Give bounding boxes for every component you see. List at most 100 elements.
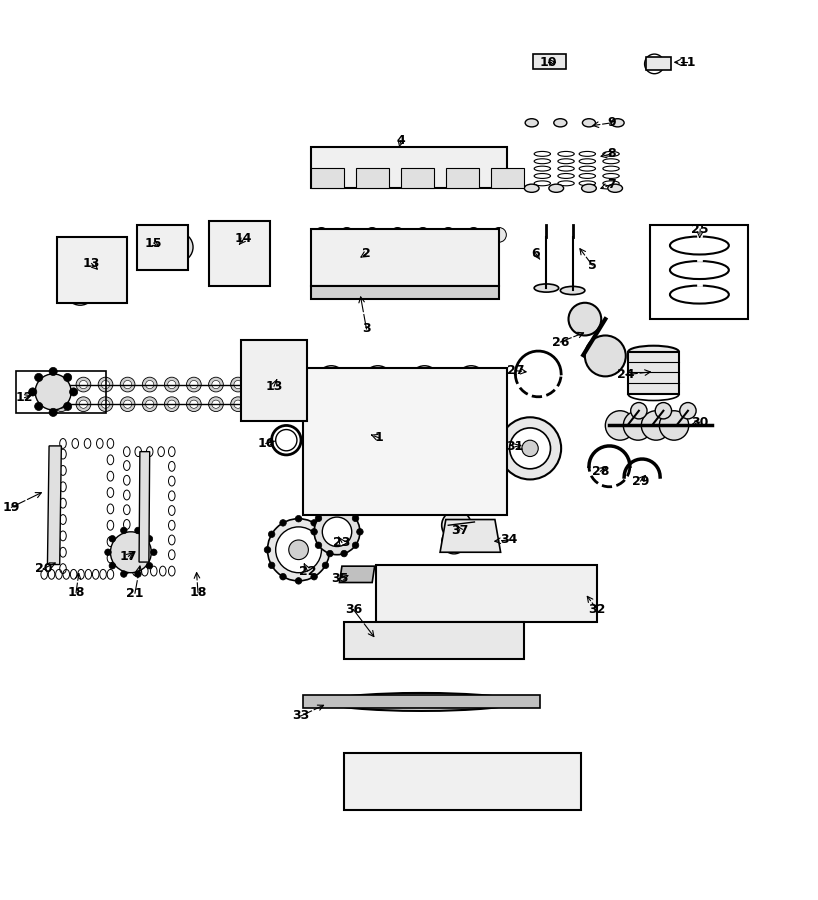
Circle shape (34, 374, 43, 382)
Circle shape (459, 474, 483, 500)
Circle shape (142, 230, 178, 266)
Circle shape (231, 397, 245, 411)
Circle shape (248, 355, 300, 407)
Bar (432, 763, 484, 800)
Circle shape (49, 367, 57, 375)
Circle shape (212, 400, 220, 409)
Circle shape (344, 381, 353, 389)
Polygon shape (209, 221, 270, 286)
Text: 32: 32 (588, 603, 606, 616)
Circle shape (268, 562, 275, 569)
Polygon shape (339, 566, 375, 582)
Circle shape (187, 377, 201, 392)
Circle shape (322, 381, 330, 389)
Polygon shape (697, 283, 702, 285)
Polygon shape (628, 352, 679, 394)
Circle shape (256, 400, 264, 409)
Bar (515, 577, 564, 609)
Circle shape (317, 365, 346, 395)
Circle shape (146, 536, 153, 542)
Circle shape (164, 397, 179, 411)
Text: 20: 20 (34, 562, 52, 575)
Circle shape (429, 397, 444, 411)
Circle shape (458, 245, 484, 271)
Circle shape (411, 245, 438, 271)
Polygon shape (646, 58, 671, 69)
Circle shape (168, 381, 176, 389)
Circle shape (466, 228, 481, 242)
Circle shape (289, 540, 308, 560)
Circle shape (680, 402, 696, 418)
Circle shape (295, 578, 302, 584)
Circle shape (499, 418, 561, 480)
Circle shape (631, 402, 647, 418)
Circle shape (35, 374, 71, 410)
Circle shape (411, 400, 419, 409)
Circle shape (569, 302, 601, 336)
Polygon shape (697, 257, 702, 261)
Text: 11: 11 (678, 56, 696, 68)
Polygon shape (344, 752, 581, 810)
Circle shape (344, 400, 353, 409)
Text: 23: 23 (333, 536, 351, 549)
Circle shape (57, 400, 65, 409)
Polygon shape (311, 286, 499, 299)
Circle shape (105, 549, 111, 555)
Circle shape (456, 365, 486, 395)
Circle shape (416, 228, 430, 242)
Circle shape (57, 381, 65, 389)
Circle shape (49, 409, 57, 417)
Circle shape (645, 54, 664, 74)
Circle shape (256, 381, 264, 389)
Circle shape (447, 626, 477, 654)
Ellipse shape (608, 184, 622, 193)
Circle shape (366, 381, 375, 389)
Circle shape (407, 397, 422, 411)
Circle shape (353, 542, 359, 548)
Circle shape (442, 529, 466, 554)
Circle shape (76, 397, 91, 411)
Polygon shape (440, 519, 501, 553)
Circle shape (264, 546, 271, 554)
Circle shape (253, 377, 267, 392)
Circle shape (96, 256, 125, 284)
Circle shape (109, 536, 115, 542)
Text: 19: 19 (2, 500, 20, 514)
Ellipse shape (554, 119, 567, 127)
Circle shape (297, 397, 312, 411)
Circle shape (319, 397, 334, 411)
Text: 1: 1 (375, 431, 383, 445)
Text: 30: 30 (690, 416, 708, 428)
Ellipse shape (364, 289, 392, 297)
Polygon shape (376, 564, 597, 622)
Text: 10: 10 (539, 56, 557, 68)
Circle shape (135, 571, 142, 577)
Bar (533, 54, 566, 68)
Circle shape (231, 377, 245, 392)
Circle shape (366, 400, 375, 409)
Circle shape (339, 228, 354, 242)
Circle shape (341, 397, 356, 411)
Text: 21: 21 (126, 587, 144, 599)
Circle shape (98, 377, 113, 392)
Text: 18: 18 (189, 586, 207, 598)
Circle shape (326, 507, 333, 513)
Text: 12: 12 (16, 392, 34, 404)
Circle shape (311, 528, 317, 536)
Bar (497, 763, 551, 800)
Circle shape (120, 527, 127, 534)
Bar (650, 225, 748, 320)
Ellipse shape (611, 119, 624, 127)
Ellipse shape (524, 184, 539, 193)
Polygon shape (446, 167, 479, 188)
Circle shape (655, 402, 672, 418)
Circle shape (389, 400, 397, 409)
Text: 17: 17 (119, 550, 137, 562)
Circle shape (65, 275, 95, 305)
Circle shape (314, 228, 329, 242)
Circle shape (234, 400, 242, 409)
Circle shape (212, 381, 220, 389)
Bar (382, 410, 419, 458)
Circle shape (389, 381, 397, 389)
Text: 6: 6 (532, 248, 540, 260)
